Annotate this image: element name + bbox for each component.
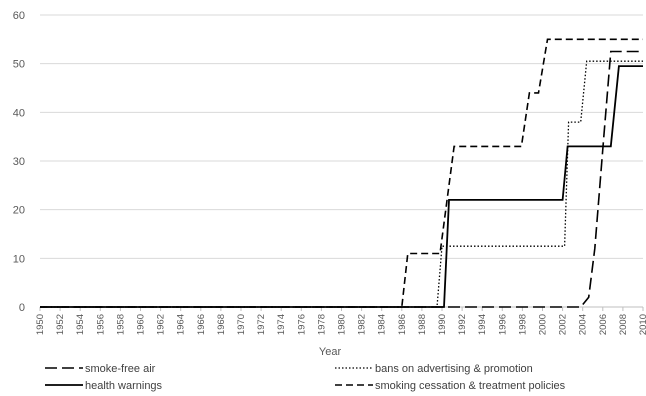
x-axis-title: Year: [319, 346, 342, 358]
series-line-smoke-free-air: [40, 50, 643, 308]
x-tick-label: 1974: [276, 314, 287, 335]
legend-label: bans on advertising & promotion: [375, 363, 533, 375]
y-axis: 0 10 20 30 40 50 60: [13, 10, 25, 314]
x-tick-label: 2006: [598, 314, 609, 335]
y-tick-label: 60: [13, 10, 25, 22]
x-tick-label: 1950: [35, 314, 46, 335]
x-tick-label: 1990: [437, 314, 448, 335]
series-line-health-warnings: [40, 65, 643, 308]
y-tick-label: 10: [13, 253, 25, 265]
x-tick-label: 1986: [397, 314, 408, 335]
x-tick-label: 2000: [538, 314, 549, 335]
x-tick-label: 2010: [638, 314, 646, 335]
legend-label: health warnings: [85, 380, 163, 392]
x-tick-label: 1980: [337, 314, 348, 335]
x-tick-label: 1982: [357, 314, 368, 335]
x-tick-label: 1996: [497, 314, 508, 335]
x-axis: 1950 1952 1954 1956 1958 1960 1962 1964 1966 1968…: [35, 306, 646, 335]
y-tick-label: 20: [13, 205, 25, 217]
x-tick-label: 1988: [417, 314, 428, 335]
series-line-smoking-cessation-treatment-policies: [40, 38, 643, 308]
x-tick-label: 1970: [236, 314, 247, 335]
x-tick-label: 1994: [477, 314, 488, 335]
y-tick-label: 40: [13, 107, 25, 119]
x-tick-label: 1958: [115, 314, 126, 335]
series-line-bans-on-advertising-promotion: [40, 60, 643, 308]
legend: smoke-free air bans on advertising & prom…: [45, 363, 566, 392]
x-tick-label: 1954: [75, 314, 86, 335]
x-tick-label: 1984: [377, 314, 388, 335]
plot-area: [40, 38, 643, 308]
y-tick-label: 0: [19, 302, 25, 314]
x-tick-label: 1968: [216, 314, 227, 335]
x-tick-label: 2008: [618, 314, 629, 335]
x-tick-label: 1978: [316, 314, 327, 335]
x-tick-label: 1964: [176, 314, 187, 335]
x-tick-label: 1962: [156, 314, 167, 335]
x-tick-label: 1998: [517, 314, 528, 335]
legend-label: smoking cessation & treatment policies: [375, 380, 566, 392]
x-tick-label: 2004: [578, 314, 589, 335]
x-tick-label: 2002: [558, 314, 569, 335]
y-tick-label: 30: [13, 156, 25, 168]
x-tick-label: 1956: [95, 314, 106, 335]
x-tick-label: 1992: [457, 314, 468, 335]
gridlines: [40, 14, 643, 259]
x-tick-label: 1966: [196, 314, 207, 335]
x-tick-label: 1952: [55, 314, 66, 335]
x-tick-label: 1976: [296, 314, 307, 335]
x-tick-label: 1972: [256, 314, 267, 335]
x-tick-label: 1960: [136, 314, 147, 335]
y-tick-label: 50: [13, 59, 25, 71]
legend-label: smoke-free air: [85, 363, 156, 375]
